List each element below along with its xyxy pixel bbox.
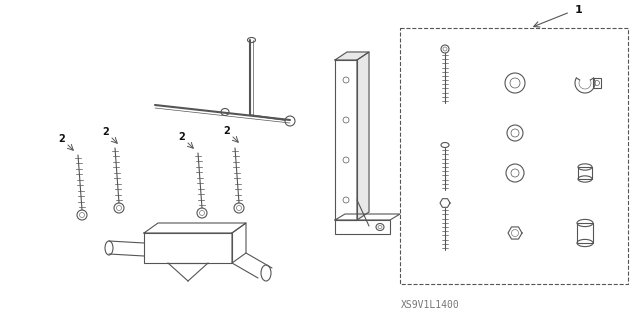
Bar	[335, 60, 357, 220]
Polygon shape	[357, 52, 369, 220]
Bar	[144, 233, 232, 263]
Bar	[577, 223, 593, 243]
Text: 1: 1	[575, 5, 583, 15]
Bar	[578, 167, 592, 179]
Text: XS9V1L1400: XS9V1L1400	[401, 300, 460, 310]
Text: 2: 2	[102, 127, 109, 137]
Polygon shape	[335, 52, 369, 60]
Text: 2: 2	[59, 134, 65, 144]
Text: 2: 2	[179, 132, 186, 142]
Bar	[593, 78, 601, 88]
Bar	[335, 220, 390, 234]
Bar	[400, 28, 628, 284]
Text: 2: 2	[223, 126, 230, 136]
